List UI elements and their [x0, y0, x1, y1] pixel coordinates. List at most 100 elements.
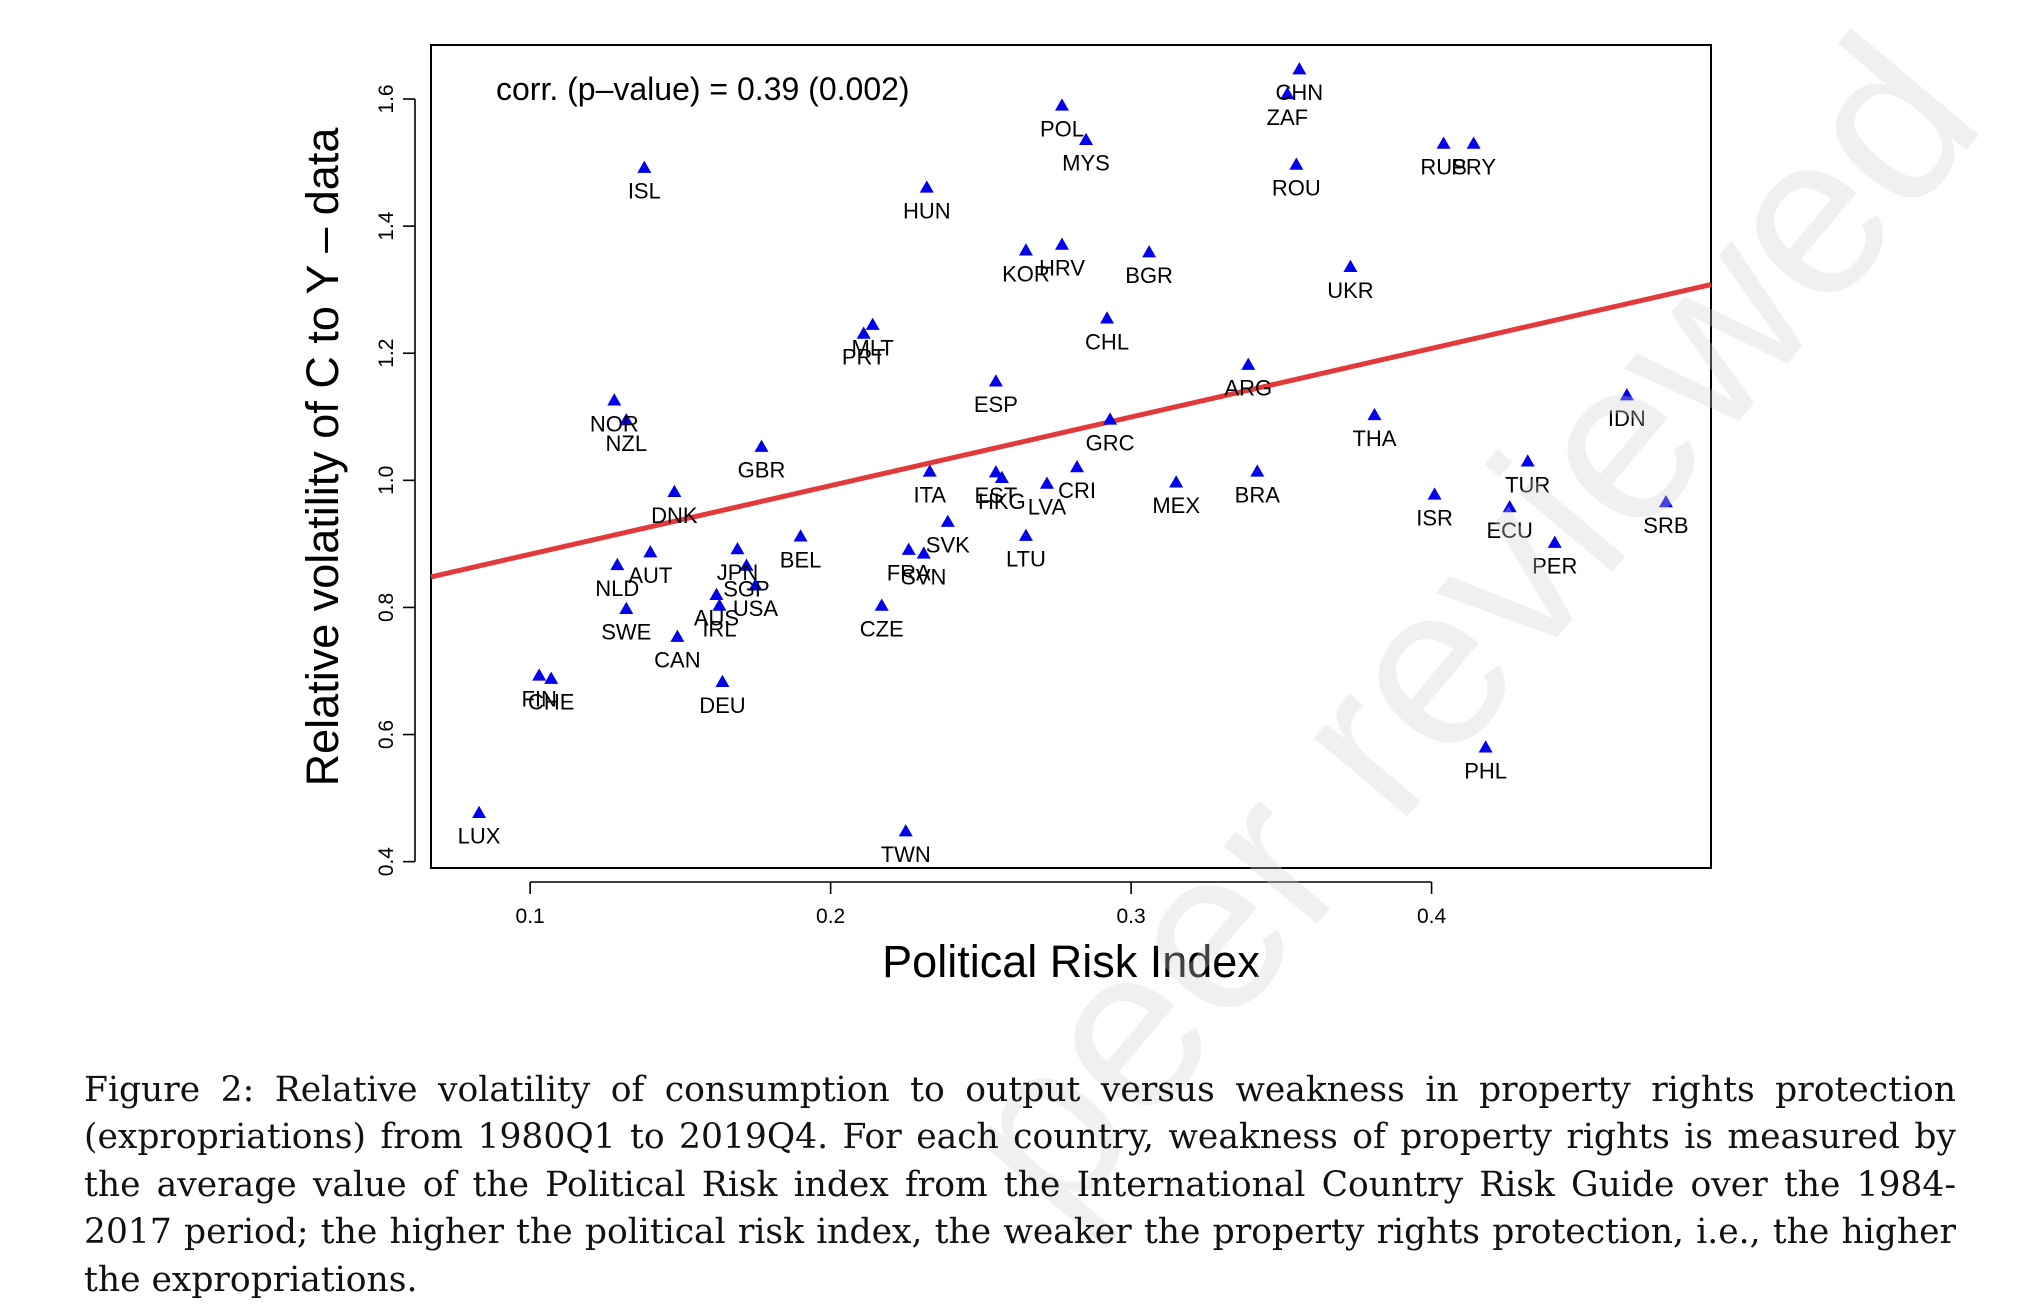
point-label-per: PER — [1532, 554, 1577, 579]
data-point-deu — [715, 675, 729, 687]
point-label-can: CAN — [654, 648, 700, 673]
data-point-bel — [794, 529, 808, 541]
data-point-swe — [619, 602, 633, 614]
y-tick-label: 0.8 — [375, 593, 398, 622]
y-tick-label: 1.0 — [375, 466, 398, 495]
point-label-usa: USA — [733, 596, 779, 621]
point-label-bel: BEL — [780, 547, 822, 572]
y-tick-label: 1.2 — [375, 339, 398, 368]
point-label-phl: PHL — [1464, 758, 1507, 783]
data-point-ltu — [1019, 529, 1033, 541]
point-label-mys: MYS — [1062, 151, 1110, 176]
point-label-srb: SRB — [1643, 513, 1688, 538]
data-point-tur — [1521, 454, 1535, 466]
point-label-isr: ISR — [1416, 505, 1453, 530]
point-label-irl: IRL — [702, 617, 736, 642]
data-point-jpn — [730, 542, 744, 554]
data-point-ukr — [1343, 260, 1357, 272]
point-label-arg: ARG — [1224, 376, 1272, 401]
data-point-hrv — [1055, 238, 1069, 250]
data-point-phl — [1479, 740, 1493, 752]
data-point-ecu — [1503, 500, 1517, 512]
point-label-aut: AUT — [628, 563, 672, 588]
point-label-twn: TWN — [881, 842, 931, 867]
point-label-che: CHE — [528, 690, 574, 715]
point-label-isl: ISL — [628, 179, 661, 204]
data-point-gbr — [755, 440, 769, 452]
data-point-idn — [1620, 388, 1634, 400]
data-point-kor — [1019, 243, 1033, 255]
point-label-cri: CRI — [1058, 478, 1096, 503]
point-label-ita: ITA — [913, 482, 946, 507]
data-point-nld — [610, 558, 624, 570]
data-point-bra — [1250, 464, 1264, 476]
data-point-chl — [1100, 311, 1114, 323]
data-point-cri — [1070, 460, 1084, 472]
correlation-annotation: corr. (p–value) = 0.39 (0.002) — [496, 71, 910, 107]
data-point-per — [1548, 536, 1562, 548]
point-label-hrv: HRV — [1039, 256, 1085, 281]
point-label-tha: THA — [1352, 426, 1396, 451]
data-point-mlt — [866, 318, 880, 330]
point-label-ecu: ECU — [1486, 518, 1532, 543]
data-point-rou — [1289, 157, 1303, 169]
point-label-dnk: DNK — [651, 503, 698, 528]
data-point-cze — [875, 599, 889, 611]
point-label-pry: PRY — [1451, 155, 1496, 180]
y-tick-label: 1.6 — [375, 84, 398, 113]
point-label-cze: CZE — [860, 617, 904, 642]
point-label-nzl: NZL — [606, 431, 648, 456]
data-point-mex — [1169, 475, 1183, 487]
data-point-arg — [1241, 358, 1255, 370]
data-point-srb — [1659, 495, 1673, 507]
x-tick-label: 0.3 — [1116, 905, 1145, 928]
point-label-bgr: BGR — [1125, 263, 1173, 288]
point-label-zaf: ZAF — [1267, 105, 1309, 130]
data-point-tha — [1367, 408, 1381, 420]
point-label-svn: SVN — [901, 564, 946, 589]
point-label-tur: TUR — [1505, 472, 1550, 497]
point-label-svk: SVK — [926, 533, 970, 558]
point-label-chn: CHN — [1276, 80, 1324, 105]
data-point-chn — [1292, 62, 1306, 74]
data-point-pry — [1467, 137, 1481, 149]
point-label-swe: SWE — [601, 620, 651, 645]
figure-caption: Figure 2: Relative volatility of consump… — [84, 1067, 1956, 1304]
data-point-aut — [643, 545, 657, 557]
x-axis-label: Political Risk Index — [882, 936, 1260, 987]
point-label-gbr: GBR — [738, 458, 786, 483]
data-point-bgr — [1142, 245, 1156, 257]
point-label-pol: POL — [1040, 116, 1084, 141]
x-tick-label: 0.2 — [816, 905, 845, 928]
y-axis-label: Relative volatility of C to Y – data — [297, 127, 348, 787]
point-label-grc: GRC — [1086, 430, 1135, 455]
data-point-twn — [899, 824, 913, 836]
point-label-chl: CHL — [1085, 329, 1129, 354]
point-label-bra: BRA — [1235, 482, 1281, 507]
y-tick-label: 1.4 — [375, 211, 398, 241]
data-point-fin — [532, 668, 546, 680]
point-label-ukr: UKR — [1327, 278, 1373, 303]
data-point-pol — [1055, 98, 1069, 110]
point-label-hkg: HKG — [978, 489, 1026, 514]
data-point-che — [544, 672, 558, 684]
x-tick-label: 0.1 — [516, 905, 545, 928]
point-label-deu: DEU — [699, 693, 745, 718]
point-label-hun: HUN — [903, 198, 951, 223]
data-point-lva — [1040, 477, 1054, 489]
point-label-idn: IDN — [1608, 406, 1646, 431]
point-label-rou: ROU — [1272, 175, 1321, 200]
point-label-mex: MEX — [1152, 493, 1200, 518]
data-point-hun — [920, 180, 934, 192]
point-label-mlt: MLT — [852, 336, 894, 361]
point-label-ltu: LTU — [1006, 547, 1046, 572]
y-tick-label: 0.4 — [375, 847, 398, 877]
data-point-esp — [989, 374, 1003, 386]
data-point-fra — [902, 543, 916, 555]
data-point-svk — [941, 515, 955, 527]
data-point-rus — [1437, 137, 1451, 149]
x-tick-label: 0.4 — [1417, 905, 1447, 928]
point-label-esp: ESP — [974, 392, 1018, 417]
point-label-lux: LUX — [458, 824, 501, 849]
